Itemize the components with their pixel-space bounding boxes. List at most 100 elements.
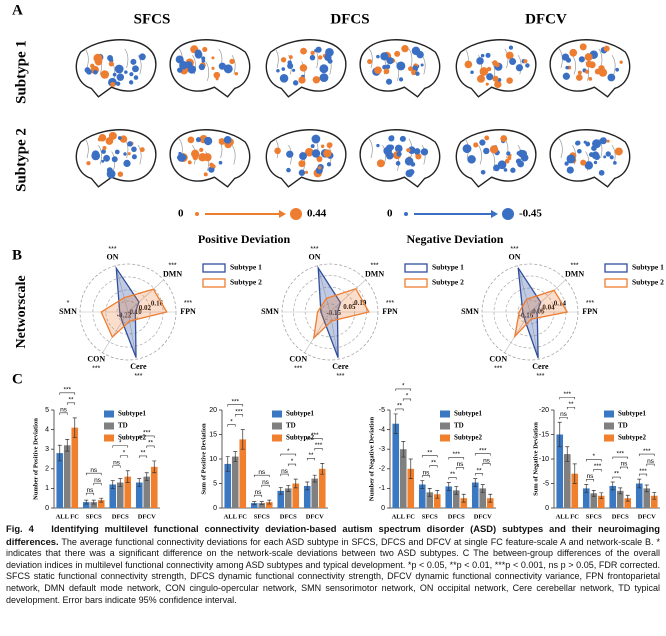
radar-area <box>115 265 140 358</box>
radar-tick-label: 0.05 <box>343 303 356 311</box>
brain-node <box>510 167 516 173</box>
sig-label: * <box>406 393 409 400</box>
brain-node <box>211 56 215 60</box>
column-header: SFCS <box>134 11 171 27</box>
bar <box>460 498 468 508</box>
brain-node <box>234 72 239 76</box>
sig-label: *** <box>563 391 571 398</box>
bar <box>392 423 400 508</box>
y-tick-label: -4 <box>379 426 385 433</box>
brain-node <box>399 135 406 142</box>
brain-node <box>593 153 601 160</box>
bar <box>616 490 624 508</box>
brain-node <box>298 76 306 84</box>
brain-node <box>523 59 528 64</box>
bar <box>277 490 285 508</box>
legend-arrow-head <box>279 210 286 218</box>
legend-label: TD <box>118 422 128 430</box>
x-tick-label: ALL FC <box>392 513 416 520</box>
bar <box>590 493 598 508</box>
sig-bracket <box>280 473 289 477</box>
sig-label: * <box>123 449 126 456</box>
brain-node <box>396 61 406 71</box>
legend-label: Subtype1 <box>118 410 147 418</box>
brain-node <box>479 67 489 76</box>
brain-node <box>593 160 598 165</box>
error-bar <box>488 493 493 503</box>
brain-node <box>185 61 193 69</box>
x-tick-label: ALL FC <box>556 513 580 520</box>
brain-node <box>195 137 202 143</box>
sig-bracket <box>59 412 68 415</box>
brain-node <box>525 63 530 68</box>
sig-label: ns <box>587 473 595 480</box>
bar <box>556 434 564 508</box>
legend-label: Subtype 2 <box>230 278 262 287</box>
legend-swatch <box>404 263 428 273</box>
radar-significance: *** <box>168 262 176 269</box>
y-tick-label: 0 <box>213 505 217 512</box>
brain-node <box>516 151 521 156</box>
brain-node <box>323 149 332 158</box>
brain-sulcus <box>368 138 373 159</box>
error-bar <box>454 486 459 495</box>
sig-bracket <box>559 396 576 400</box>
brain-node <box>505 51 514 60</box>
sig-label: * <box>402 383 405 390</box>
brain-node <box>405 169 414 178</box>
brain-node <box>619 60 623 64</box>
brain-node <box>577 148 582 154</box>
sig-bracket <box>146 445 155 448</box>
legend-min: 0 <box>178 208 184 220</box>
error-bar <box>152 460 157 474</box>
brain-node <box>131 154 137 160</box>
sig-label: *** <box>594 463 602 470</box>
sig-label: * <box>230 418 233 425</box>
figure: A SFCS DFCS DFCV Subtype 1 Subtype 2 0 0… <box>12 2 664 520</box>
sig-label: ** <box>427 449 433 456</box>
brain-node <box>607 73 616 82</box>
brain-node <box>286 150 294 158</box>
brain-node <box>203 172 208 177</box>
brain-node <box>382 64 387 70</box>
radar-axis-label: SMN <box>59 307 77 316</box>
y-axis-title: Number of Positive Deviation <box>32 418 39 500</box>
brain-node <box>300 47 307 55</box>
sig-bracket <box>227 424 236 427</box>
radar-tick-label: 0.02 <box>139 304 152 312</box>
error-bar <box>99 497 104 503</box>
sig-bracket <box>287 463 297 467</box>
radar-axis <box>127 279 164 313</box>
brain-node <box>592 139 602 149</box>
brain-node <box>565 65 569 70</box>
brain-node <box>380 52 389 61</box>
sig-label: *** <box>639 468 647 475</box>
legend-label: Subtype2 <box>618 434 647 442</box>
brain-node <box>178 158 183 162</box>
y-tick-label: 5 <box>45 407 49 414</box>
error-bar <box>480 484 485 493</box>
legend-dot <box>404 212 408 216</box>
bar <box>303 485 311 508</box>
row-label: Subtype 2 <box>13 128 29 192</box>
caption-title: Identifying multilevel functional connec… <box>6 523 660 547</box>
brain-node <box>310 144 315 149</box>
brain-node <box>103 154 111 162</box>
radar-tick-label: -0.16 <box>519 312 534 320</box>
sig-label: ** <box>614 471 620 478</box>
sig-label: ** <box>450 471 456 478</box>
brain-node <box>319 64 329 74</box>
brain-node <box>292 80 299 86</box>
sig-bracket <box>429 465 438 468</box>
bar <box>609 485 617 508</box>
brain-node <box>218 160 223 165</box>
sig-label: ns <box>87 487 95 494</box>
brain-node <box>318 166 322 170</box>
legend-label: TD <box>286 422 296 430</box>
sig-bracket <box>280 453 297 457</box>
brain-node <box>101 159 105 163</box>
radar-significance: *** <box>536 373 544 380</box>
brain-node <box>132 65 139 73</box>
brain-node <box>504 158 510 164</box>
